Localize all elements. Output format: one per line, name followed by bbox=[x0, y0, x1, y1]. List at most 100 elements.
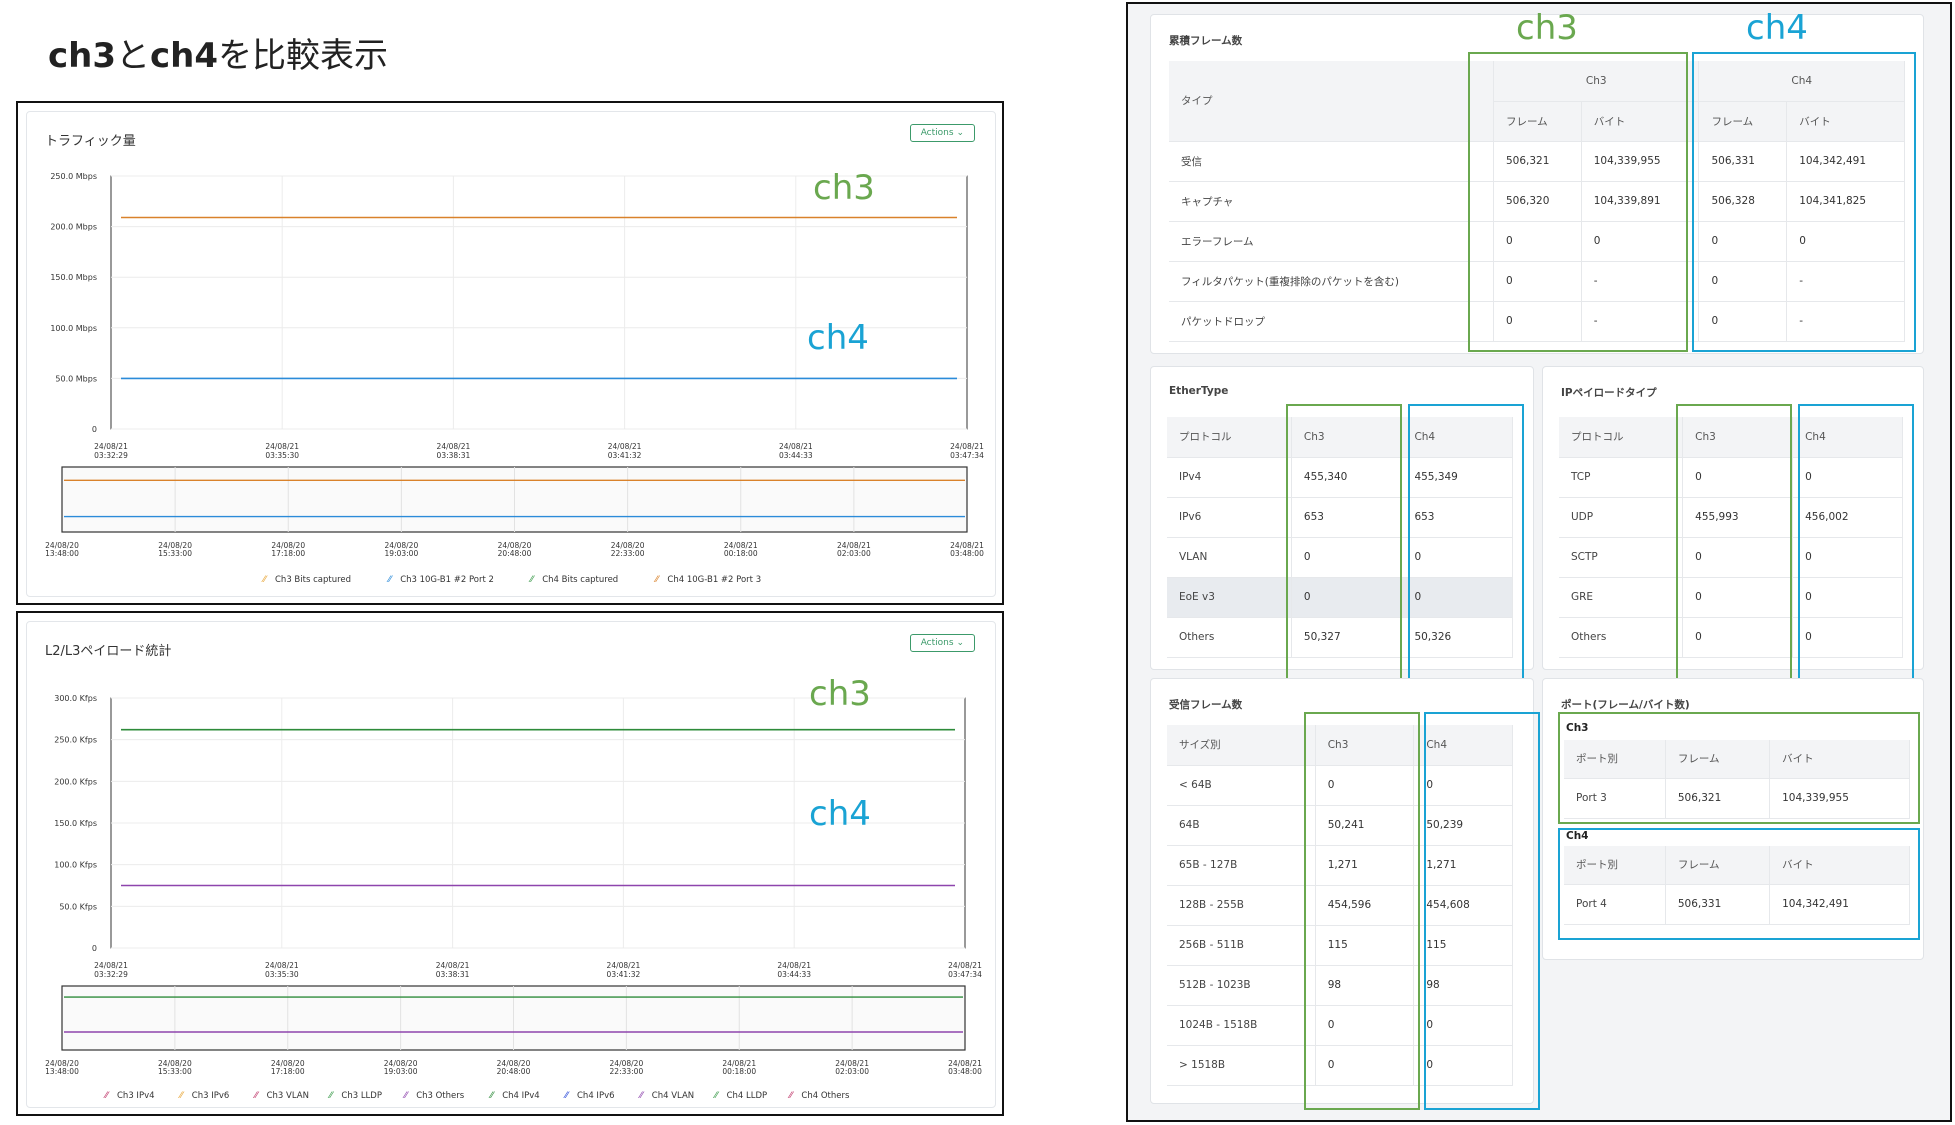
traffic-chart-panel: トラフィック量 Actions ⌄ 250.0 Mbps 200.0 Mbps 15… bbox=[26, 111, 996, 597]
nav-x-tick-label: 00:18:00 bbox=[724, 549, 758, 558]
table-row: フィルタパケット(重複排除のパケットを含む) 0 - 0 - bbox=[1169, 261, 1905, 302]
cell: Port 3 bbox=[1564, 778, 1666, 819]
x-tick-label: 24/08/21 bbox=[94, 961, 128, 970]
cell: - bbox=[1786, 261, 1905, 302]
head-ch4-byte: バイト bbox=[1786, 101, 1905, 142]
x-tick-label: 24/08/21 bbox=[779, 442, 813, 451]
legend-icon: ⁄⁄ bbox=[488, 1091, 496, 1101]
ip-payload-card: IPペイロードタイプ プロトコル Ch3 Ch4 TCP 0 0 UDP 455,99… bbox=[1542, 366, 1924, 670]
head-byte: バイト bbox=[1769, 846, 1910, 885]
payload-ch3-annotation: ch3 bbox=[809, 674, 871, 714]
x-tick-label: 03:35:30 bbox=[265, 451, 299, 460]
nav-x-tick-label: 24/08/20 bbox=[45, 541, 79, 550]
table-row: 128B - 255B 454,596 454,608 bbox=[1167, 885, 1513, 926]
y-tick-label: 100.0 Mbps bbox=[50, 324, 97, 333]
x-tick-label: 24/08/21 bbox=[608, 442, 642, 451]
ports-ch3-table: ポート別 フレーム バイト Port 3 506,321 104,339,955 bbox=[1564, 740, 1910, 819]
payload-ch4-annotation: ch4 bbox=[809, 794, 871, 834]
payload-actions-label: Actions bbox=[920, 638, 954, 648]
nav-x-tick-label: 02:03:00 bbox=[835, 1067, 869, 1076]
cell: 104,339,955 bbox=[1769, 778, 1910, 819]
table-row: 65B - 127B 1,271 1,271 bbox=[1167, 845, 1513, 886]
nav-x-tick-label: 17:18:00 bbox=[271, 1067, 305, 1076]
legend-label: Ch4 IPv6 bbox=[577, 1091, 615, 1101]
traffic-ch3-annotation: ch3 bbox=[813, 168, 875, 208]
row-label: < 64B bbox=[1167, 765, 1316, 806]
cell: 115 bbox=[1315, 925, 1415, 966]
y-tick-label: 0 bbox=[92, 944, 97, 953]
nav-x-tick-label: 24/08/20 bbox=[611, 541, 645, 550]
cumulative-card: 累積フレーム数 タイプ Ch3 Ch4 フレーム バイト フレーム バイト 受信… bbox=[1150, 14, 1924, 354]
slide-title: ch3とch4を比較表示 bbox=[48, 28, 388, 77]
cell: 0 bbox=[1315, 1005, 1415, 1046]
cell: 506,331 bbox=[1665, 884, 1771, 925]
payload-actions-button[interactable]: Actions ⌄ bbox=[909, 634, 975, 652]
table-row: 64B 50,241 50,239 bbox=[1167, 805, 1513, 846]
cell: 104,342,491 bbox=[1769, 884, 1910, 925]
x-tick-label: 03:47:34 bbox=[950, 451, 984, 460]
x-tick-label: 24/08/21 bbox=[94, 442, 128, 451]
legend-label: Ch4 LLDP bbox=[727, 1091, 768, 1101]
head-ch4: Ch4 bbox=[1792, 417, 1903, 458]
y-tick-label: 50.0 Kfps bbox=[59, 902, 97, 911]
chevron-down-icon: ⌄ bbox=[956, 128, 964, 138]
table-row: Port 4 506,331 104,342,491 bbox=[1564, 884, 1910, 925]
table-row: < 64B 0 0 bbox=[1167, 765, 1513, 806]
ethertype-table: プロトコル Ch3 Ch4 IPv4 455,340 455,349 IPv6 653… bbox=[1167, 417, 1513, 658]
cell: 0 bbox=[1581, 221, 1700, 262]
row-label: 受信 bbox=[1169, 141, 1494, 182]
nav-x-tick-label: 24/08/20 bbox=[610, 1059, 644, 1068]
row-label: TCP bbox=[1559, 457, 1684, 498]
head-byte: バイト bbox=[1769, 740, 1910, 779]
legend-icon: ⁄⁄ bbox=[638, 1091, 646, 1101]
cumulative-ch4-outline bbox=[1692, 52, 1916, 352]
traffic-chart-svg: 250.0 Mbps 200.0 Mbps 150.0 Mbps 100.0 Mbps… bbox=[45, 172, 984, 585]
nav-x-tick-label: 03:48:00 bbox=[950, 549, 984, 558]
nav-x-tick-label: 19:03:00 bbox=[385, 549, 419, 558]
ports-ch4-outline bbox=[1558, 828, 1920, 940]
cell: 0 bbox=[1698, 221, 1788, 262]
cell: 104,341,825 bbox=[1786, 181, 1905, 222]
table-row: 受信 506,321 104,339,955 506,331 104,342,4… bbox=[1169, 141, 1905, 182]
rx-ch3-outline bbox=[1304, 712, 1420, 1110]
legend-label: Ch3 Bits captured bbox=[275, 575, 351, 585]
head-ch3: Ch3 bbox=[1291, 417, 1403, 458]
cell: 98 bbox=[1413, 965, 1513, 1006]
legend-icon: ⁄⁄ bbox=[653, 575, 661, 585]
table-row: SCTP 0 0 bbox=[1559, 537, 1903, 578]
cell: 506,320 bbox=[1493, 181, 1582, 222]
ip-payload-table: プロトコル Ch3 Ch4 TCP 0 0 UDP 455,993 456,002 SC… bbox=[1559, 417, 1903, 658]
cell: 0 bbox=[1698, 261, 1788, 302]
row-label: 128B - 255B bbox=[1167, 885, 1316, 926]
x-tick-label: 03:38:31 bbox=[437, 451, 471, 460]
cell: 506,321 bbox=[1493, 141, 1582, 182]
row-label: 256B - 511B bbox=[1167, 925, 1316, 966]
nav-x-tick-label: 22:33:00 bbox=[610, 1067, 644, 1076]
y-tick-label: 150.0 Mbps bbox=[50, 273, 97, 282]
cell: 50,326 bbox=[1401, 617, 1513, 658]
x-tick-label: 03:32:29 bbox=[94, 970, 128, 979]
row-label: SCTP bbox=[1559, 537, 1684, 578]
payload-chart-svg: 300.0 Kfps 250.0 Kfps 200.0 Kfps 150.0 Kfps… bbox=[45, 694, 982, 1101]
cell: 0 bbox=[1493, 221, 1582, 262]
legend-icon: ⁄⁄ bbox=[327, 1091, 335, 1101]
nav-x-tick-label: 20:48:00 bbox=[498, 549, 532, 558]
cell: 0 bbox=[1792, 577, 1903, 618]
traffic-actions-button[interactable]: Actions ⌄ bbox=[909, 124, 975, 142]
nav-x-tick-label: 24/08/20 bbox=[158, 541, 192, 550]
y-tick-label: 150.0 Kfps bbox=[54, 819, 97, 828]
x-tick-label: 24/08/21 bbox=[950, 442, 984, 451]
legend-label: Ch4 VLAN bbox=[652, 1091, 694, 1101]
y-tick-label: 300.0 Kfps bbox=[54, 694, 97, 703]
y-tick-label: 200.0 Kfps bbox=[54, 777, 97, 786]
cell: 0 bbox=[1682, 617, 1794, 658]
cell: 104,339,891 bbox=[1581, 181, 1700, 222]
row-label: > 1518B bbox=[1167, 1045, 1316, 1086]
head-ch3: Ch3 bbox=[1315, 725, 1415, 766]
row-label: EoE v3 bbox=[1167, 577, 1292, 618]
stats-panel: 累積フレーム数 タイプ Ch3 Ch4 フレーム バイト フレーム バイト 受信… bbox=[1126, 2, 1952, 1122]
traffic-ch4-annotation: ch4 bbox=[807, 318, 869, 358]
table-row: エラーフレーム 0 0 0 0 bbox=[1169, 221, 1905, 262]
nav-x-tick-label: 03:48:00 bbox=[948, 1067, 982, 1076]
nav-x-tick-label: 00:18:00 bbox=[722, 1067, 756, 1076]
